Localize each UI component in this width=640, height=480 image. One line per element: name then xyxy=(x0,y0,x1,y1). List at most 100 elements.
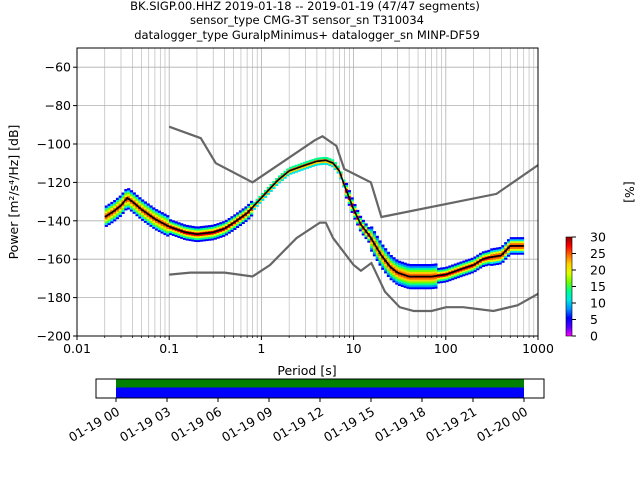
histogram-cell xyxy=(152,209,156,212)
histogram-cell xyxy=(384,250,388,253)
histogram-cell xyxy=(400,277,405,280)
histogram-cell xyxy=(495,257,499,260)
histogram-cell xyxy=(437,277,441,280)
histogram-cell xyxy=(107,219,111,222)
histogram-cell xyxy=(451,276,455,279)
histogram-cell xyxy=(451,266,455,269)
histogram-cell xyxy=(448,275,452,278)
histogram-cell xyxy=(249,212,254,215)
histogram-cell xyxy=(403,268,407,271)
histogram-cell xyxy=(339,177,343,180)
histogram-cell xyxy=(501,245,505,248)
histogram-cell xyxy=(135,202,139,205)
histogram-cell xyxy=(431,277,435,280)
histogram-cell xyxy=(115,197,120,200)
histogram-cell xyxy=(518,250,522,253)
coverage-tick-label: 01-19 21 xyxy=(423,404,479,445)
histogram-cell xyxy=(512,239,516,242)
histogram-cell xyxy=(434,278,438,282)
histogram-cell xyxy=(370,243,374,246)
histogram-cell xyxy=(149,222,153,225)
x-axis-label: Period [s] xyxy=(277,363,336,378)
histogram-cell xyxy=(166,222,170,226)
histogram-cell xyxy=(118,210,122,214)
histogram-cell xyxy=(479,254,483,257)
histogram-cell xyxy=(437,281,441,284)
histogram-cell xyxy=(129,197,134,201)
histogram-cell xyxy=(191,237,195,240)
histogram-cell xyxy=(104,209,108,212)
histogram-cell xyxy=(141,205,145,208)
histogram-cell xyxy=(185,232,189,235)
histogram-cell xyxy=(110,215,114,218)
histogram-cell xyxy=(171,224,175,227)
histogram-cell xyxy=(149,213,153,216)
histogram-cell xyxy=(375,239,379,242)
histogram-cell xyxy=(437,275,441,278)
histogram-cell xyxy=(434,284,438,287)
histogram-cell xyxy=(395,263,399,266)
histogram-cell xyxy=(124,194,128,197)
histogram-cell xyxy=(375,251,379,254)
histogram-cell xyxy=(504,245,508,249)
histogram-cell xyxy=(182,224,187,227)
histogram-cell xyxy=(115,199,120,202)
histogram-cell xyxy=(110,219,114,222)
histogram-cell xyxy=(177,228,181,231)
histogram-cell xyxy=(238,218,243,221)
histogram-cell xyxy=(370,226,374,229)
histogram-cell xyxy=(473,260,477,263)
histogram-cell xyxy=(453,271,458,274)
histogram-cell xyxy=(473,256,477,259)
histogram-cell xyxy=(384,267,388,270)
histogram-cell xyxy=(121,194,125,197)
histogram-cell xyxy=(356,211,360,215)
histogram-cell xyxy=(361,229,365,232)
colorbar-tick-label: 10 xyxy=(590,296,606,311)
histogram-cell xyxy=(470,271,474,274)
histogram-cell xyxy=(155,211,159,214)
histogram-cell xyxy=(425,273,430,276)
histogram-cell xyxy=(490,257,494,261)
histogram-cell xyxy=(328,163,332,167)
histogram-cell xyxy=(238,221,243,225)
histogram-cell xyxy=(398,266,402,269)
histogram-cell xyxy=(196,226,201,229)
histogram-cell xyxy=(395,276,399,279)
histogram-cell xyxy=(400,271,405,274)
noise-model-nlnm xyxy=(169,221,539,313)
histogram-cell xyxy=(439,273,444,276)
histogram-cell xyxy=(403,277,407,281)
histogram-cell xyxy=(445,266,449,269)
histogram-cell xyxy=(238,212,243,215)
histogram-cell xyxy=(196,230,201,233)
histogram-cell xyxy=(219,231,223,234)
histogram-cell xyxy=(308,159,312,163)
histogram-cell xyxy=(222,221,226,224)
noise-model-nhnm xyxy=(168,125,539,219)
histogram-cell xyxy=(409,267,413,271)
histogram-cell xyxy=(512,250,516,253)
histogram-cell xyxy=(157,229,162,233)
histogram-cell xyxy=(501,254,505,257)
histogram-cell xyxy=(177,233,181,237)
histogram-cell xyxy=(409,265,413,269)
histogram-cell xyxy=(372,246,377,249)
histogram-cell xyxy=(263,189,268,193)
histogram-cell xyxy=(135,198,139,201)
histogram-cell xyxy=(258,199,262,202)
histogram-cell xyxy=(358,229,363,232)
histogram-cell xyxy=(210,228,215,231)
histogram-cell xyxy=(143,209,148,212)
histogram-cell xyxy=(392,261,396,264)
histogram-cell xyxy=(370,245,374,248)
histogram-cell xyxy=(180,236,184,239)
histogram-cell xyxy=(509,240,513,244)
histogram-cell xyxy=(132,211,136,214)
histogram-cell xyxy=(110,203,114,207)
histogram-cell xyxy=(291,165,296,168)
histogram-cell xyxy=(174,221,178,224)
histogram-cell xyxy=(431,281,435,284)
histogram-cell xyxy=(107,203,111,206)
histogram-cell xyxy=(266,190,270,193)
